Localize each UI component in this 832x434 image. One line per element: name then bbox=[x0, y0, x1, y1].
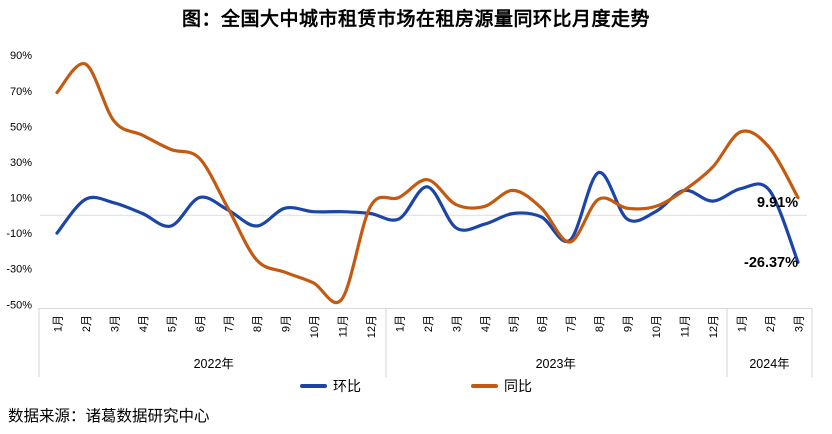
y-tick-label: 90% bbox=[10, 50, 32, 62]
legend-label-yoy: 同比 bbox=[504, 378, 532, 394]
mom-series-line bbox=[55, 171, 800, 264]
month-tick-label: 11月 bbox=[338, 315, 350, 337]
chart-title: 图：全国大中城市租赁市场在租房源量同环比月度走势 bbox=[181, 9, 650, 30]
y-tick-label: 70% bbox=[10, 86, 32, 98]
y-tick-label: 50% bbox=[10, 121, 32, 133]
month-tick-label: 9月 bbox=[623, 315, 635, 332]
month-tick-label: 2月 bbox=[81, 315, 93, 332]
month-tick-label: 8月 bbox=[594, 315, 606, 332]
month-tick-label: 7月 bbox=[224, 315, 236, 332]
year-group-label: 2023年 bbox=[536, 357, 576, 371]
month-tick-label: 1月 bbox=[53, 315, 65, 332]
month-tick-label: 9月 bbox=[281, 315, 293, 332]
month-tick-label: 1月 bbox=[737, 315, 749, 332]
yoy-end-value-label: 9.91% bbox=[757, 195, 799, 211]
month-tick-label: 4月 bbox=[138, 315, 150, 332]
data-source-note: 数据来源：诸葛数据研究中心 bbox=[8, 408, 210, 425]
month-tick-label: 2月 bbox=[423, 315, 435, 332]
chart-legend: 环比 同比 bbox=[0, 376, 832, 396]
legend-label-mom: 环比 bbox=[333, 378, 361, 394]
month-tick-label: 10月 bbox=[651, 315, 663, 338]
y-tick-label: -30% bbox=[6, 264, 32, 276]
month-tick-label: 12月 bbox=[708, 315, 720, 338]
month-tick-label: 10月 bbox=[309, 315, 321, 338]
month-tick-label: 3月 bbox=[452, 315, 464, 332]
yoy-series-line bbox=[55, 62, 800, 305]
month-tick-label: 2月 bbox=[765, 315, 777, 332]
year-group-label: 2022年 bbox=[194, 357, 234, 371]
mom-end-value-label: -26.37% bbox=[744, 255, 799, 271]
month-tick-label: 5月 bbox=[167, 315, 179, 332]
month-tick-label: 7月 bbox=[566, 315, 578, 332]
y-tick-label: -50% bbox=[6, 299, 32, 311]
month-tick-label: 11月 bbox=[680, 315, 692, 337]
month-tick-label: 3月 bbox=[794, 315, 806, 332]
yoy-line-swatch bbox=[471, 384, 498, 388]
month-tick-label: 3月 bbox=[110, 315, 122, 332]
y-tick-label: -10% bbox=[6, 228, 32, 240]
month-tick-label: 6月 bbox=[195, 315, 207, 332]
mom-line-swatch bbox=[300, 384, 327, 388]
month-tick-label: 4月 bbox=[480, 315, 492, 332]
month-tick-label: 8月 bbox=[252, 315, 264, 332]
year-group-label: 2024年 bbox=[749, 357, 789, 371]
month-tick-label: 1月 bbox=[395, 315, 407, 332]
y-tick-label: 30% bbox=[10, 157, 32, 169]
y-tick-label: 10% bbox=[10, 193, 32, 205]
month-tick-label: 12月 bbox=[366, 315, 378, 338]
month-tick-label: 5月 bbox=[509, 315, 521, 332]
legend-item-yoy: 同比 bbox=[471, 376, 532, 396]
month-tick-label: 6月 bbox=[537, 315, 549, 332]
legend-item-mom: 环比 bbox=[300, 376, 361, 396]
